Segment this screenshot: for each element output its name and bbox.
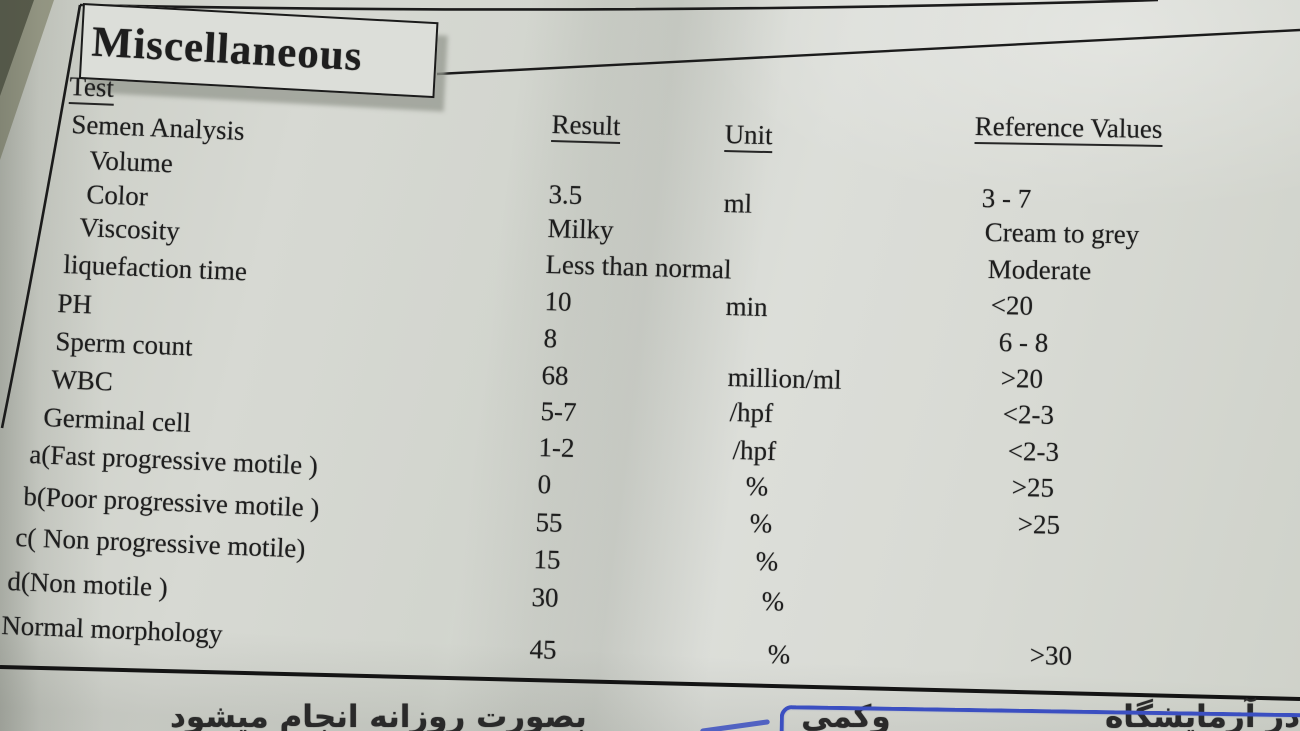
test-name: a(Fast progressive motile ) [28,439,319,481]
unit-value: % [761,586,785,617]
result-value: 8 [543,323,558,354]
reference-value: 3 - 7 [981,183,1032,214]
unit-value: % [745,471,769,502]
test-name: b(Poor progressive motile ) [22,481,321,523]
test-name: d(Non motile ) [6,566,169,603]
result-value: 0 [537,469,552,500]
unit-value: /hpf [729,397,774,429]
unit-value: /hpf [732,435,777,467]
result-value: 55 [535,507,564,538]
test-name: WBC [50,364,114,397]
reference-value: 6 - 8 [998,327,1049,358]
test-name: Sperm count [54,326,194,362]
footer-note-fragment: در آزمایشگاه [1104,699,1300,731]
result-value: 68 [541,360,570,391]
result-value: 5-7 [540,396,578,428]
test-name: PH [56,288,93,320]
header-result: Result [551,109,622,145]
test-name: Volume [88,145,174,179]
reference-value: >25 [1011,472,1055,503]
unit-value: ml [723,188,753,219]
result-value: 30 [531,582,560,613]
persian-footer-note: در آزمایشگاه وکمی بصورت روزانه انجام میش… [170,699,1300,731]
test-name: Color [85,179,149,212]
reference-value: >30 [1029,640,1073,671]
result-value: Less than normal [545,249,732,285]
section-title-box: Miscellaneous [78,3,439,99]
footer-note-fragment: وکمی [801,699,891,731]
reference-value: Moderate [987,254,1092,286]
result-value: Milky [547,213,615,245]
reference-value: Cream to grey [984,217,1140,250]
unit-value: million/ml [727,362,843,395]
header-reference-values: Reference Values [974,111,1163,147]
reference-value: <2-3 [1002,399,1055,430]
reference-value: >20 [1000,363,1044,394]
unit-value: % [749,508,773,539]
test-name: Semen Analysis [70,109,246,146]
test-name: Germinal cell [42,402,192,438]
result-value: 15 [533,544,562,575]
unit-value: % [767,639,791,670]
header-test: Test [68,71,115,106]
reference-value: <2-3 [1007,436,1060,467]
test-name: Normal morphology [0,610,224,649]
test-name: liquefaction time [62,249,248,287]
reference-value: <20 [990,290,1034,321]
section-title: Miscellaneous [90,18,364,80]
result-value: 1-2 [538,432,576,464]
footer-note-fragment: بصورت روزانه انجام میشود [170,699,587,731]
header-unit: Unit [724,119,774,154]
unit-value: % [755,546,779,577]
result-value: 3.5 [548,179,583,210]
unit-value: min [725,291,769,323]
result-value: 10 [544,286,573,317]
reference-value: >25 [1017,509,1061,540]
result-value: 45 [529,634,558,665]
test-name: c( Non progressive motile) [14,522,306,564]
test-name: Viscosity [78,212,181,247]
